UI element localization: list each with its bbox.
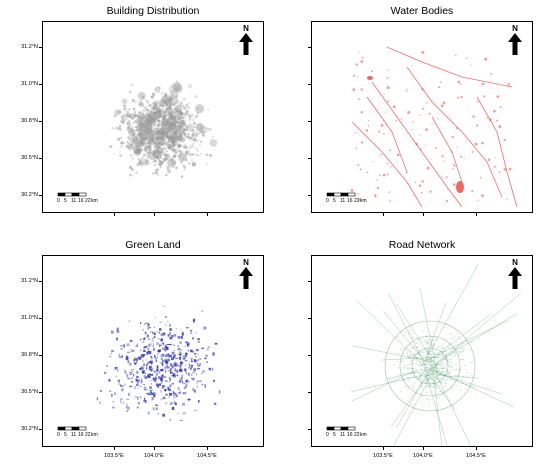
axis-tick: [39, 121, 42, 122]
latitude-label: 31.2°N: [21, 278, 38, 284]
scale-unit: km: [360, 198, 367, 204]
scale-bar: 0 5 11 16 22 km: [326, 192, 406, 206]
scale-tick-label: 5: [333, 198, 336, 204]
map-layer-water: [350, 46, 518, 208]
axis-tick: [476, 447, 477, 450]
scale-tick-label: 5: [333, 432, 336, 438]
scale-unit: km: [91, 432, 98, 438]
axis-tick: [383, 213, 384, 216]
axis-tick: [308, 355, 311, 356]
scale-tick-label: 11: [340, 198, 346, 204]
scale-tick-label: 0: [57, 198, 60, 204]
scale-bar: 0 5 11 16 22 km: [57, 192, 137, 206]
map-layer-roads: [350, 262, 522, 446]
scale-tick-label: 22: [354, 198, 360, 204]
longitude-label: 103.5°E: [373, 453, 393, 459]
scale-tick-label: 0: [57, 432, 60, 438]
latitude-label: 31.0°N: [21, 315, 38, 321]
longitude-label: 103.5°E: [104, 453, 124, 459]
scale-tick-label: 11: [71, 198, 77, 204]
longitude-label: 104.5°E: [466, 453, 486, 459]
axis-tick: [39, 392, 42, 393]
panel-title-roads: Road Network: [388, 239, 456, 251]
scale-tick-label: 22: [85, 198, 91, 204]
scale-bar: 0 5 11 16 22 km: [326, 426, 406, 440]
latitude-label: 30.8°N: [21, 352, 38, 358]
axis-tick: [39, 318, 42, 319]
north-arrow-icon: N: [239, 24, 253, 56]
scale-unit: km: [91, 198, 98, 204]
latitude-label: 30.5°N: [21, 389, 38, 395]
axis-tick: [154, 447, 155, 450]
north-label: N: [512, 258, 518, 267]
axis-tick: [308, 121, 311, 122]
axis-tick: [39, 47, 42, 48]
panel-title-water: Water Bodies: [390, 5, 454, 17]
map-layer-buildings: [109, 80, 218, 178]
north-label: N: [512, 24, 518, 33]
north-arrow-icon: N: [508, 258, 522, 290]
map-frame-roads: N 0 5 11 16 22 km: [311, 255, 533, 447]
axis-tick: [114, 447, 115, 450]
axis-tick: [308, 47, 311, 48]
map-frame-buildings: N 0 5 11 16 22 km: [42, 21, 264, 213]
scale-tick-label: 22: [354, 432, 360, 438]
axis-tick: [308, 429, 311, 430]
north-label: N: [243, 258, 249, 267]
axis-tick: [423, 213, 424, 216]
north-arrow-icon: N: [239, 258, 253, 290]
scale-tick-label: 16: [78, 432, 84, 438]
latitude-label: 31.2°N: [21, 44, 38, 50]
axis-tick: [308, 195, 311, 196]
scale-tick-label: 0: [326, 198, 329, 204]
latitude-label: 31.0°N: [21, 81, 38, 87]
axis-tick: [39, 84, 42, 85]
latitude-label: 30.2°N: [21, 426, 38, 432]
scale-tick-label: 11: [340, 432, 346, 438]
axis-tick: [39, 195, 42, 196]
scale-tick-label: 0: [326, 432, 329, 438]
axis-tick: [39, 429, 42, 430]
longitude-label: 104.5°E: [197, 453, 217, 459]
scale-tick-label: 5: [64, 198, 67, 204]
axis-tick: [308, 281, 311, 282]
axis-tick: [154, 213, 155, 216]
panel-title-green: Green Land: [125, 239, 181, 251]
longitude-label: 104.0°E: [144, 453, 164, 459]
axis-tick: [39, 355, 42, 356]
panel-title-buildings: Building Distribution: [106, 5, 200, 17]
scale-bar: 0 5 11 16 22 km: [57, 426, 137, 440]
map-frame-water: N 0 5 11 16 22 km: [311, 21, 533, 213]
scale-unit: km: [360, 432, 367, 438]
latitude-label: 30.5°N: [21, 155, 38, 161]
scale-tick-label: 11: [71, 432, 77, 438]
scale-tick-label: 16: [347, 432, 353, 438]
latitude-label: 30.2°N: [21, 192, 38, 198]
axis-tick: [423, 447, 424, 450]
axis-tick: [308, 158, 311, 159]
axis-tick: [39, 281, 42, 282]
axis-tick: [308, 318, 311, 319]
axis-tick: [114, 213, 115, 216]
axis-tick: [476, 213, 477, 216]
map-frame-green: N 0 5 11 16 22 km: [42, 255, 264, 447]
longitude-label: 104.0°E: [413, 453, 433, 459]
scale-tick-label: 22: [85, 432, 91, 438]
map-layer-green: [96, 305, 221, 421]
axis-tick: [308, 392, 311, 393]
scale-tick-label: 5: [64, 432, 67, 438]
axis-tick: [207, 213, 208, 216]
axis-tick: [207, 447, 208, 450]
latitude-label: 30.8°N: [21, 118, 38, 124]
axis-tick: [39, 158, 42, 159]
axis-tick: [308, 84, 311, 85]
north-label: N: [243, 24, 249, 33]
scale-tick-label: 16: [78, 198, 84, 204]
north-arrow-icon: N: [508, 24, 522, 56]
axis-tick: [383, 447, 384, 450]
scale-tick-label: 16: [347, 198, 353, 204]
